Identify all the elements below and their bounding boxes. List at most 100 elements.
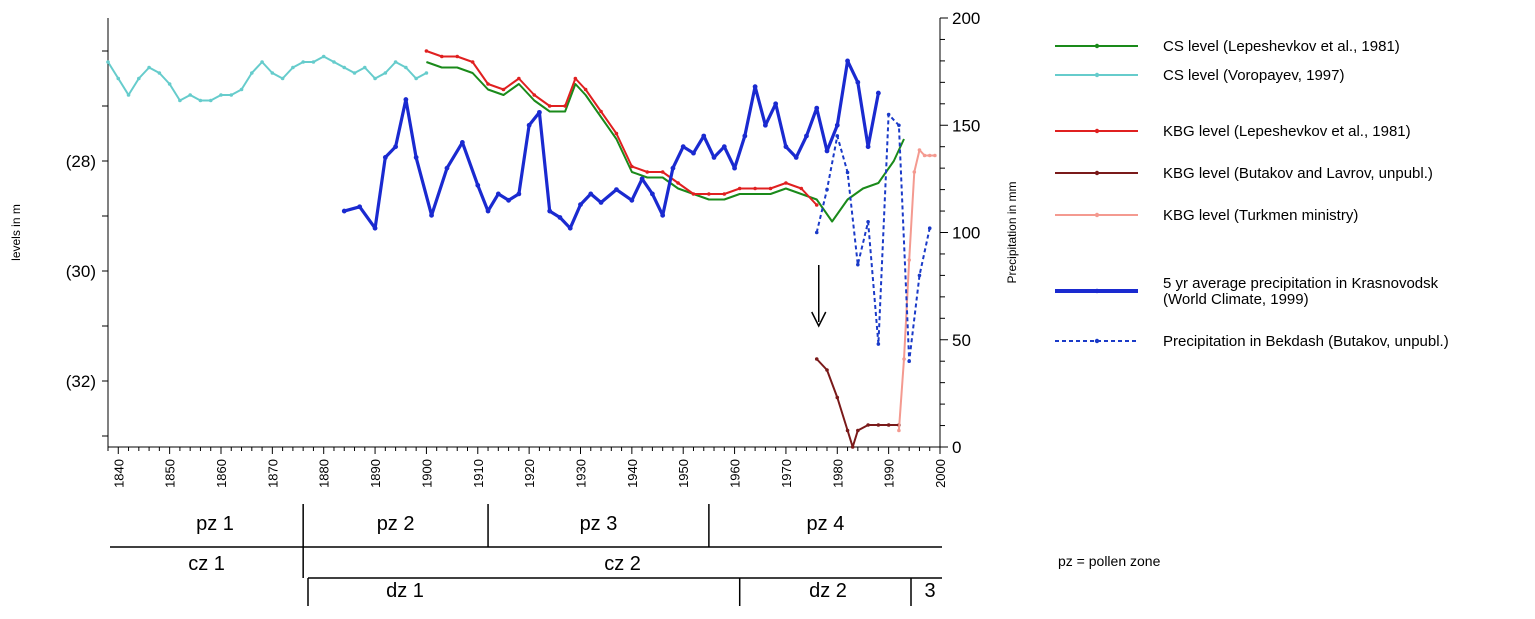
data-point-5 [670,165,676,171]
data-point-2 [737,186,742,191]
data-point-3 [866,423,870,427]
data-point-5 [475,182,481,188]
data-point-1 [291,65,295,70]
series-line-0 [426,61,905,223]
data-point-5 [547,208,553,214]
x-tick-label: 1860 [214,459,229,488]
series-line-6 [815,113,931,363]
data-point-5 [742,133,748,139]
data-point-2 [676,181,680,185]
data-point-5 [614,187,619,193]
data-point-6 [917,273,922,278]
data-point-1 [424,71,429,75]
data-point-5 [444,165,450,171]
data-point-1 [332,60,336,64]
data-point-4 [912,170,917,174]
legend-label-line: KBG level (Butakov and Lavrov, unpubl.) [1163,165,1433,182]
x-tick-label: 1970 [779,459,794,488]
data-point-1 [311,60,316,64]
x-tick-label: 1910 [471,459,486,488]
zone-table: pz 1 pz 2 pz 3 pz 4 cz 1 cz 2 dz 1 dz 2 3 pz = po… [110,504,1161,606]
data-point-5 [783,144,789,150]
data-point-4 [907,258,911,262]
data-point-6 [886,112,891,117]
y-right-tick-label: 100 [952,224,980,243]
data-point-2 [799,186,804,191]
data-point-1 [393,60,398,64]
data-point-5 [372,225,378,231]
legend-label-3: KBG level (Butakov and Lavrov, unpubl.) [1163,165,1433,182]
x-tick-label: 1900 [419,459,434,488]
data-point-6 [897,123,901,128]
data-point-6 [876,342,881,346]
data-point-5 [773,101,779,107]
data-point-2 [768,186,773,191]
legend-label-line: Precipitation in Bekdash (Butakov, unpub… [1163,333,1449,350]
y-left-tick-label: (30) [66,262,96,281]
x-tick-label: 1890 [368,459,383,488]
zone-label-dz: dz 1 [386,580,424,602]
data-point-1 [373,76,377,81]
legend-label-0: CS level (Lepeshevkov et al., 1981) [1163,38,1400,55]
data-point-5 [732,165,737,171]
legend-marker-3 [1094,170,1100,176]
data-point-3 [845,428,850,433]
data-point-1 [219,93,223,97]
data-point-5 [485,208,491,214]
data-point-2 [547,104,552,108]
legend-marker-2 [1094,128,1100,134]
data-point-1 [167,82,172,86]
zone-label-dz: dz 2 [809,580,847,602]
y-right-tick-label: 200 [952,9,980,28]
data-point-5 [567,225,573,231]
data-point-3 [814,357,819,361]
data-point-5 [598,200,604,205]
data-point-5 [865,144,871,150]
zone-label-pollen: pz 2 [377,513,415,535]
data-point-2 [614,131,619,136]
legend-label-1: CS level (Voropayev, 1997) [1163,67,1345,84]
data-point-2 [599,109,603,114]
data-point-5 [762,122,768,128]
data-point-5 [506,197,511,203]
data-point-5 [752,84,758,90]
legend-label-line: 5 yr average precipitation in Krasnovods… [1163,275,1439,292]
data-point-5 [403,97,409,102]
annotation-arrow-head [811,311,827,328]
data-point-2 [470,60,475,64]
legend-marker-0 [1094,43,1100,49]
data-point-1 [404,65,408,70]
x-tick-label: 1840 [111,459,126,488]
data-point-5 [691,150,696,156]
series-group [106,49,937,449]
data-point-4 [933,153,937,158]
data-point-1 [116,76,121,81]
series-line-3 [815,358,899,448]
series-line-1 [107,55,427,102]
data-point-1 [198,98,203,103]
data-point-2 [630,164,634,169]
y-right-tick-label: 0 [952,438,961,457]
series-line-5 [343,59,880,230]
zone-label-cz: cz 1 [188,553,225,575]
data-point-1 [239,87,244,92]
data-point-1 [280,76,285,81]
data-point-2 [455,54,460,59]
data-point-2 [486,82,490,86]
data-point-5 [721,144,727,150]
data-point-4 [902,357,906,361]
legend-marker-6 [1094,338,1100,344]
data-point-1 [137,76,141,81]
data-point-1 [208,98,213,103]
data-point-3 [850,445,855,449]
legend-label-line: CS level (Lepeshevkov et al., 1981) [1163,38,1400,55]
x-tick-label: 1990 [882,459,897,488]
y-left-tick-label: (28) [66,152,96,171]
x-tick-label: 1960 [728,459,743,488]
pollen-zone-note: pz = pollen zone [1058,553,1161,569]
data-point-2 [753,186,757,191]
data-point-2 [707,192,711,196]
data-point-2 [660,170,665,174]
data-point-4 [917,148,922,152]
data-point-1 [270,71,275,75]
